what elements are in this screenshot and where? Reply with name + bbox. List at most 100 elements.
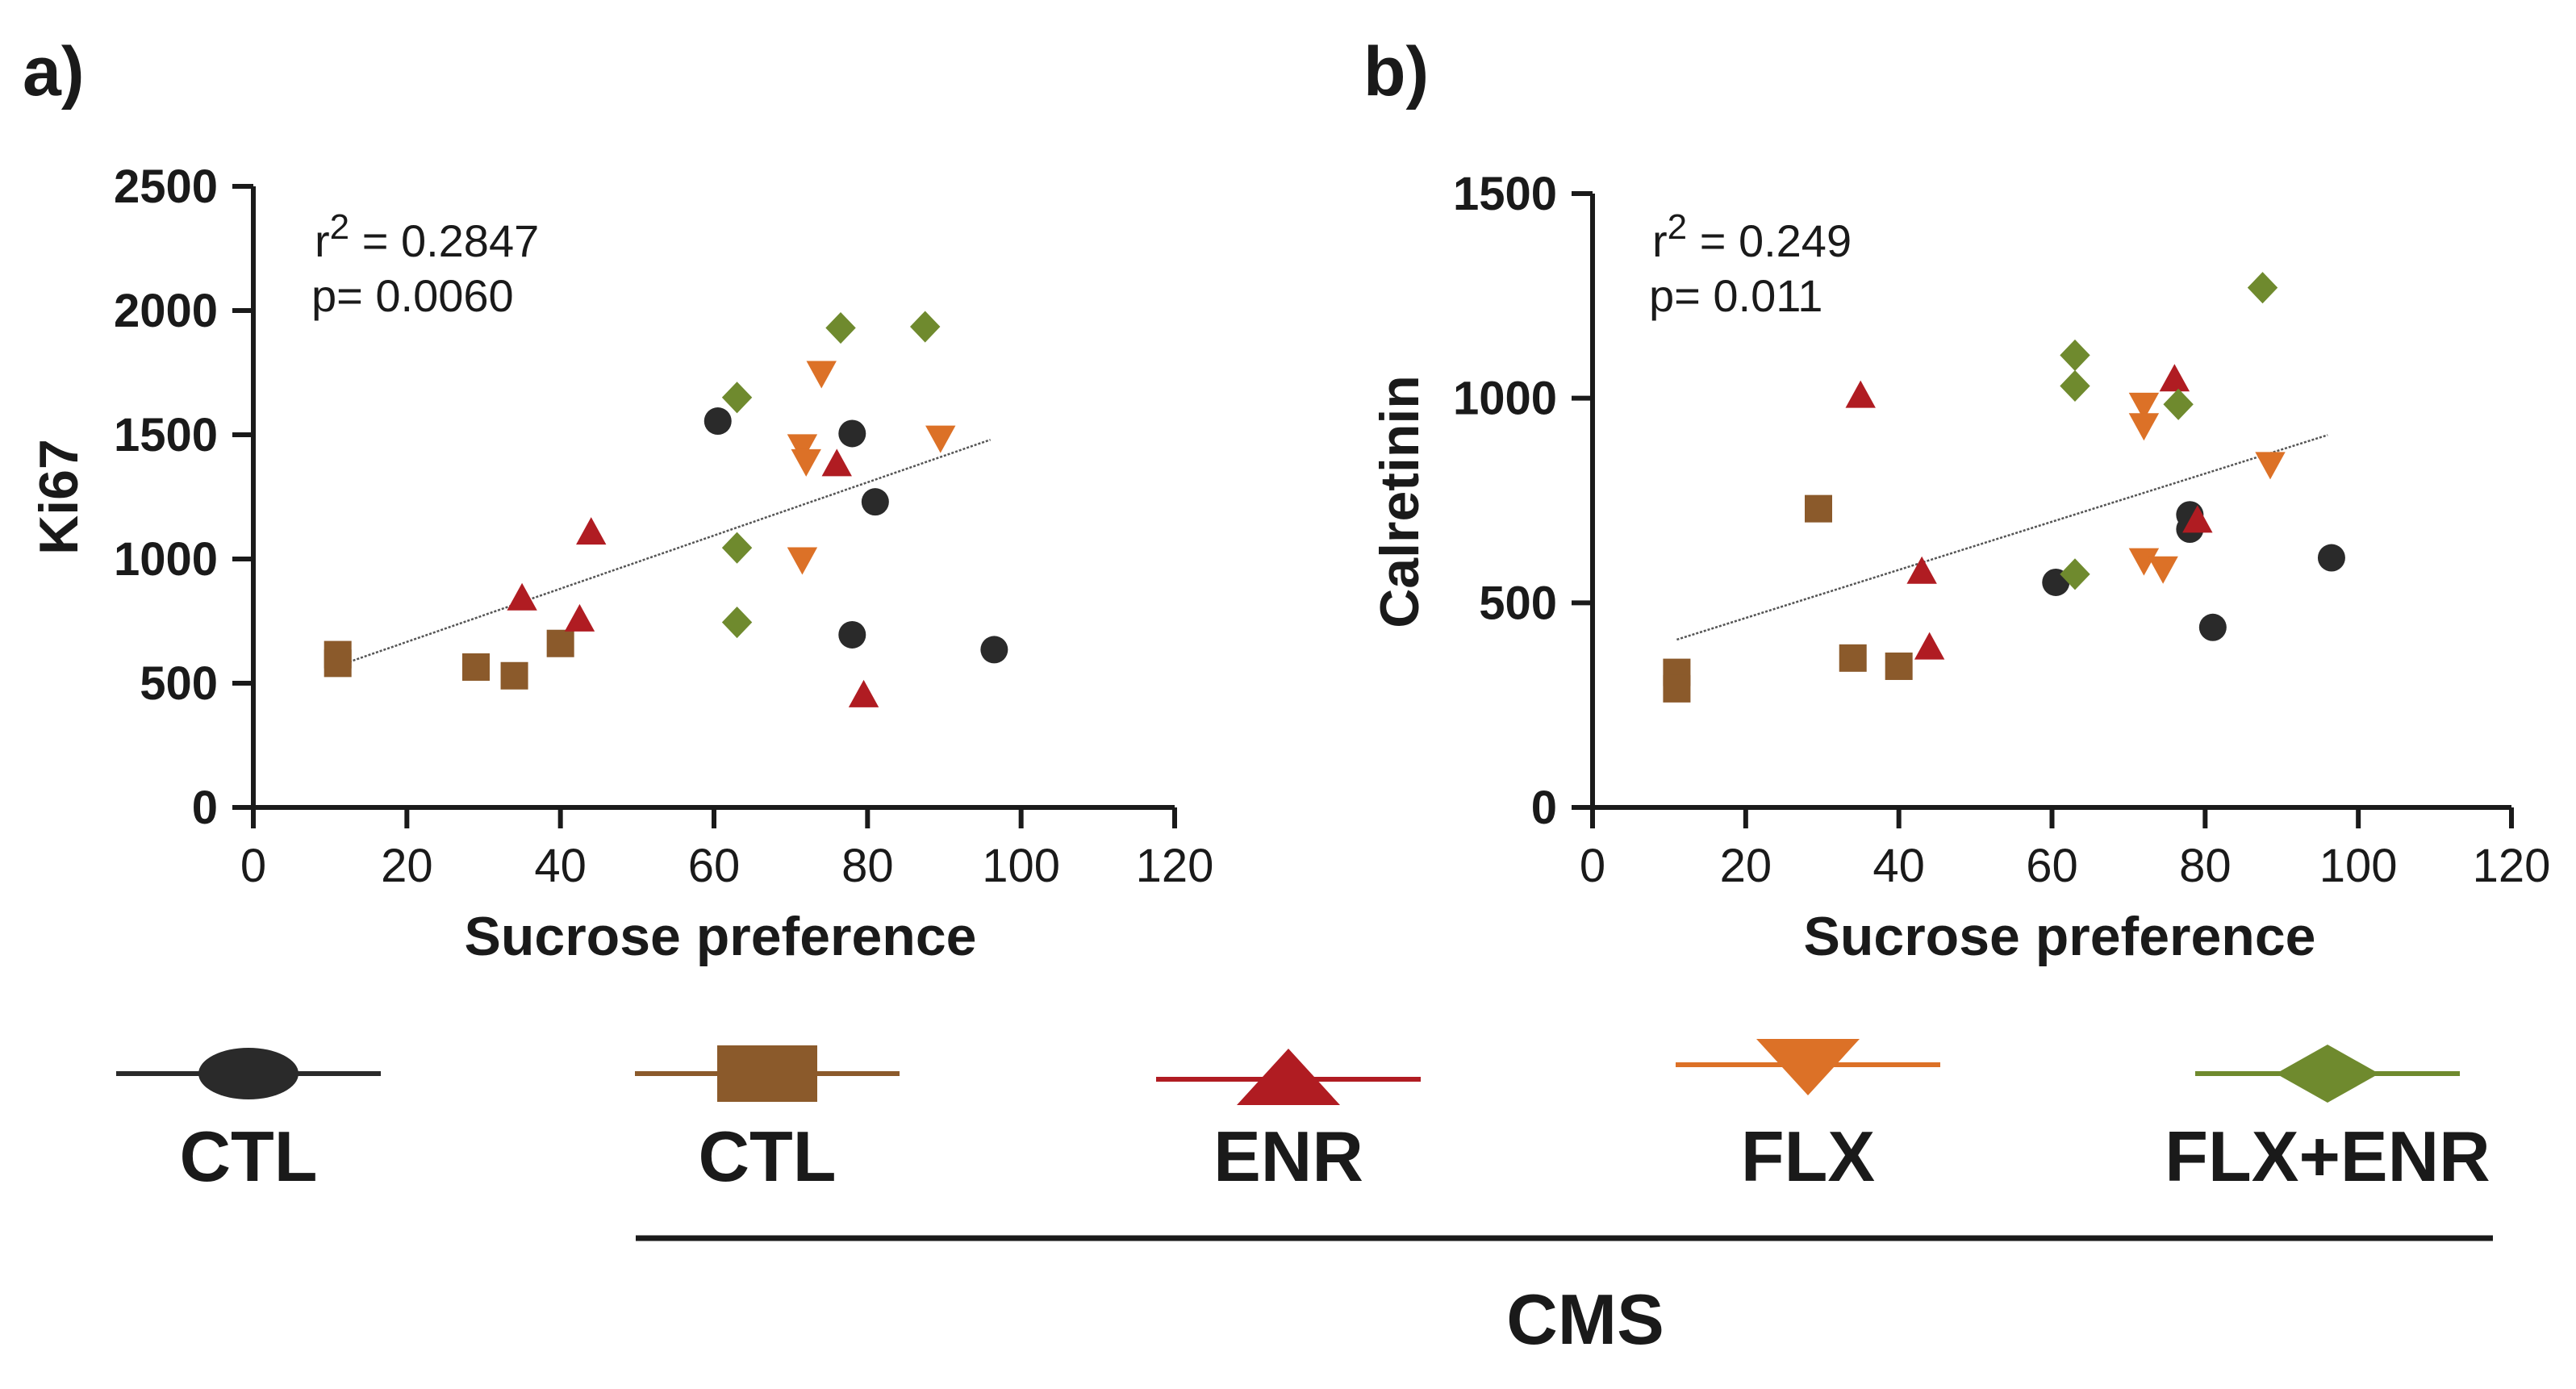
panel-a-point-cms-flx-enr [825, 312, 856, 344]
panel-b-y-tick-label: 0 [1531, 782, 1557, 834]
panel-a-y-tick-label: 1000 [114, 533, 218, 586]
panel-b-point-cms-ctl [1805, 494, 1833, 523]
panel-b-regression-line [1676, 434, 2328, 641]
panel-a-point-cms-enr [576, 517, 607, 545]
panel-b-point-cms-flx [2148, 556, 2178, 584]
panel-a-point-cms-ctl [324, 649, 352, 678]
panel-b-point-cms-flx [2128, 548, 2160, 576]
panel-a-point-ctl [861, 488, 889, 516]
panel-b-x-tick-label: 20 [1720, 840, 1772, 892]
panel-b-r2: r2 = 0.249 [1652, 207, 1852, 266]
panel-b-point-cms-enr [2159, 364, 2190, 392]
panel-a-y-tick-label: 500 [140, 657, 218, 710]
legend-marker-cms-enr [1237, 1049, 1340, 1105]
panel-a-point-cms-ctl [461, 653, 490, 681]
panel-a-x-tick-label: 0 [240, 840, 266, 892]
panel-a-x-tick-label: 120 [1136, 840, 1214, 892]
panel-b-y-axis-title: Calretinin [1369, 375, 1430, 628]
legend-marker-cms-flx-enr [2276, 1045, 2379, 1103]
legend-marker-ctl [198, 1048, 299, 1099]
legend-label-cms-flx-enr: FLX+ENR [2165, 1116, 2490, 1196]
panel-a-point-cms-ctl [500, 661, 528, 690]
panel-b-y-tick-label: 1500 [1453, 168, 1557, 220]
legend-label-ctl: CTL [179, 1116, 317, 1196]
panel-b-x-tick-label: 60 [2026, 840, 2078, 892]
panel-a-y-tick-label: 1500 [114, 409, 218, 461]
panel-b-point-cms-ctl [1663, 674, 1691, 703]
panel-a-point-ctl [838, 620, 866, 649]
legend-label-cms-ctl: CTL [698, 1116, 836, 1196]
panel-b-p-value: p= 0.011 [1649, 270, 1822, 321]
panel-a-point-cms-enr [507, 582, 537, 611]
panel-b-point-cms-ctl [1885, 652, 1913, 680]
cms-group-label: CMS [1506, 1279, 1664, 1359]
legend-label-cms-enr: ENR [1213, 1116, 1363, 1196]
panel-b-x-tick-label: 0 [1580, 840, 1605, 892]
panel-a-point-cms-enr [848, 679, 879, 707]
panel-b-point-cms-flx [2128, 413, 2160, 441]
panel-b-point-cms-enr [2182, 505, 2213, 533]
panel-a-point-cms-enr [821, 448, 852, 477]
panel-b-y-tick-label: 500 [1479, 577, 1557, 629]
panel-a-point-cms-flx [791, 448, 821, 477]
legend-marker-cms-flx [1756, 1039, 1860, 1095]
panel-a-x-tick-label: 20 [381, 840, 433, 892]
legend-entry-cms-ctl: CTL [635, 1045, 900, 1196]
panel-a-x-tick-label: 60 [688, 840, 741, 892]
panel-a-point-cms-ctl [546, 629, 574, 657]
panel-a-y-tick-label: 0 [192, 782, 218, 834]
panel-a-x-axis-title: Sucrose preference [465, 906, 977, 967]
panel-a-point-cms-flx [787, 434, 818, 462]
panel-a-point-cms-flx-enr [910, 311, 941, 343]
panel-a-point-cms-flx [806, 361, 837, 389]
panel-a-point-cms-enr [564, 603, 595, 632]
panel-b-point-ctl [2198, 613, 2227, 641]
legend-entry-cms-enr: ENR [1156, 1049, 1421, 1196]
panel-b-x-tick-label: 40 [1873, 840, 1925, 892]
panel-a-r2: r2 = 0.2847 [315, 207, 539, 266]
panel-a-point-ctl [838, 419, 866, 448]
panel-b-point-ctl [2317, 544, 2345, 572]
panel-b-point-cms-enr [1906, 556, 1937, 584]
panel-a-point-ctl [980, 636, 1008, 664]
panel-b-point-cms-flx-enr [2060, 339, 2090, 371]
panel-b-point-cms-flx [2128, 392, 2160, 420]
panel-b-y-tick-label: 1000 [1453, 373, 1557, 425]
panel-a-x-tick-label: 80 [841, 840, 894, 892]
panel-b-point-cms-flx [2255, 452, 2286, 480]
legend-label-cms-flx: FLX [1741, 1116, 1875, 1196]
panel-a-point-cms-flx-enr [721, 382, 753, 414]
legend-marker-cms-ctl [717, 1045, 817, 1102]
panel-a-point-cms-flx-enr [721, 532, 753, 564]
panel-a-regression-line [337, 438, 992, 667]
panel-b-point-cms-flx-enr [2060, 558, 2090, 590]
panel-b-label: b) [1363, 33, 1429, 111]
panel-a-y-tick-label: 2000 [114, 285, 218, 337]
panel-b-point-cms-enr [1845, 380, 1876, 408]
panel-a-point-cms-flx [925, 425, 956, 453]
panel-a-point-cms-flx [787, 547, 818, 575]
panel-b-point-cms-flx-enr [2060, 369, 2090, 402]
panel-a-point-cms-flx-enr [721, 606, 753, 639]
legend: CTL CTL ENR FLX FLX+ENR CMS [116, 1039, 2493, 1359]
legend-entry-cms-flx-enr: FLX+ENR [2165, 1045, 2490, 1196]
panel-a-y-axis-title: Ki67 [28, 439, 90, 555]
panel-a-p-value: p= 0.0060 [311, 270, 514, 321]
panel-a-y-tick-label: 2500 [114, 161, 218, 213]
panel-b-point-cms-enr [1914, 632, 1945, 660]
panel-b-point-cms-flx-enr [2247, 272, 2278, 304]
legend-entry-ctl: CTL [116, 1048, 381, 1196]
panel-b-x-axis-title: Sucrose preference [1804, 906, 2316, 967]
panel-a-x-tick-label: 100 [982, 840, 1060, 892]
panel-a: a) r2 = 0.2847 p= 0.0060 0 20 40 60 80 100 120… [23, 33, 1213, 967]
legend-entry-cms-flx: FLX [1676, 1039, 1940, 1196]
panel-b-x-tick-label: 120 [2473, 840, 2551, 892]
panel-a-x-tick-label: 40 [534, 840, 587, 892]
panel-a-label: a) [23, 33, 84, 111]
panel-b: b) r2 = 0.249 p= 0.011 0 20 40 60 80 100 120 0 5… [1363, 33, 2550, 967]
panel-b-x-tick-label: 80 [2179, 840, 2232, 892]
panel-b-x-tick-label: 100 [2319, 840, 2398, 892]
panel-b-point-cms-ctl [1839, 644, 1867, 672]
